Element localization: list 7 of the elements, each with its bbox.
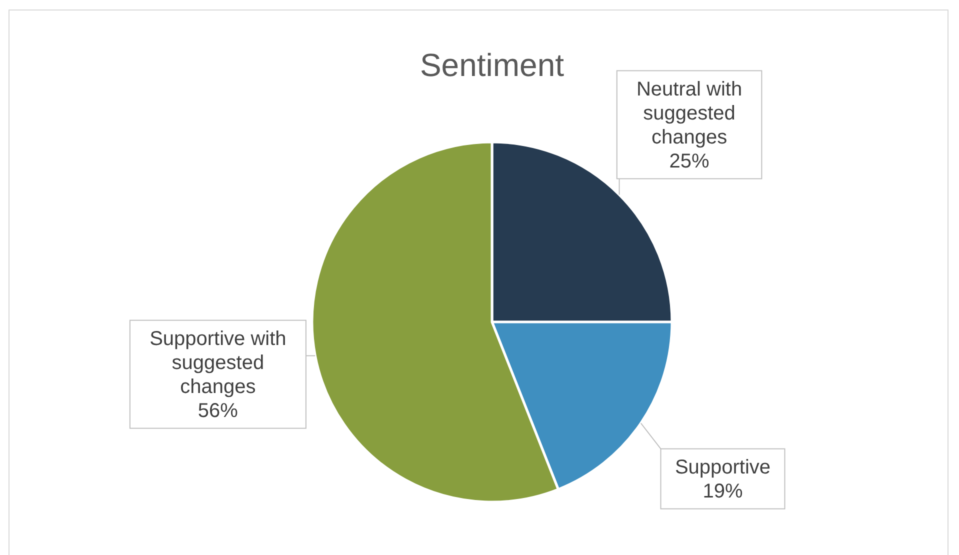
chart-title: Sentiment: [420, 47, 564, 83]
data-label: 25%: [669, 150, 710, 172]
slice-label: Supportive: [674, 456, 771, 479]
data-label: 56%: [198, 400, 238, 422]
data-label: 19%: [702, 480, 743, 503]
slice-label: Supportive with suggested changes: [150, 328, 286, 398]
slice-label: Neutral with suggested changes: [636, 78, 742, 148]
